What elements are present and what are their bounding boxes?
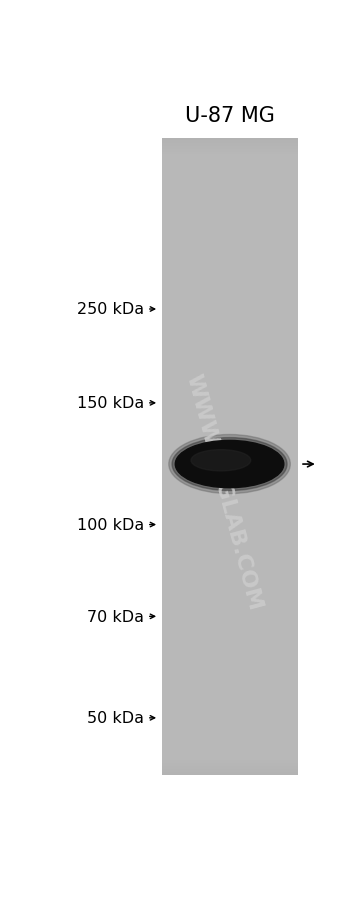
Bar <box>162 140 298 775</box>
Text: U-87 MG: U-87 MG <box>184 106 274 125</box>
Ellipse shape <box>175 441 284 488</box>
Ellipse shape <box>191 450 251 472</box>
Text: 70 kDa: 70 kDa <box>87 609 144 624</box>
Text: 50 kDa: 50 kDa <box>87 711 144 725</box>
Text: 150 kDa: 150 kDa <box>77 396 144 411</box>
Text: 250 kDa: 250 kDa <box>77 302 144 318</box>
Ellipse shape <box>172 438 287 491</box>
Text: WWW.PTGLAB.COM: WWW.PTGLAB.COM <box>183 372 265 612</box>
Text: 100 kDa: 100 kDa <box>77 518 144 532</box>
Ellipse shape <box>169 435 290 494</box>
